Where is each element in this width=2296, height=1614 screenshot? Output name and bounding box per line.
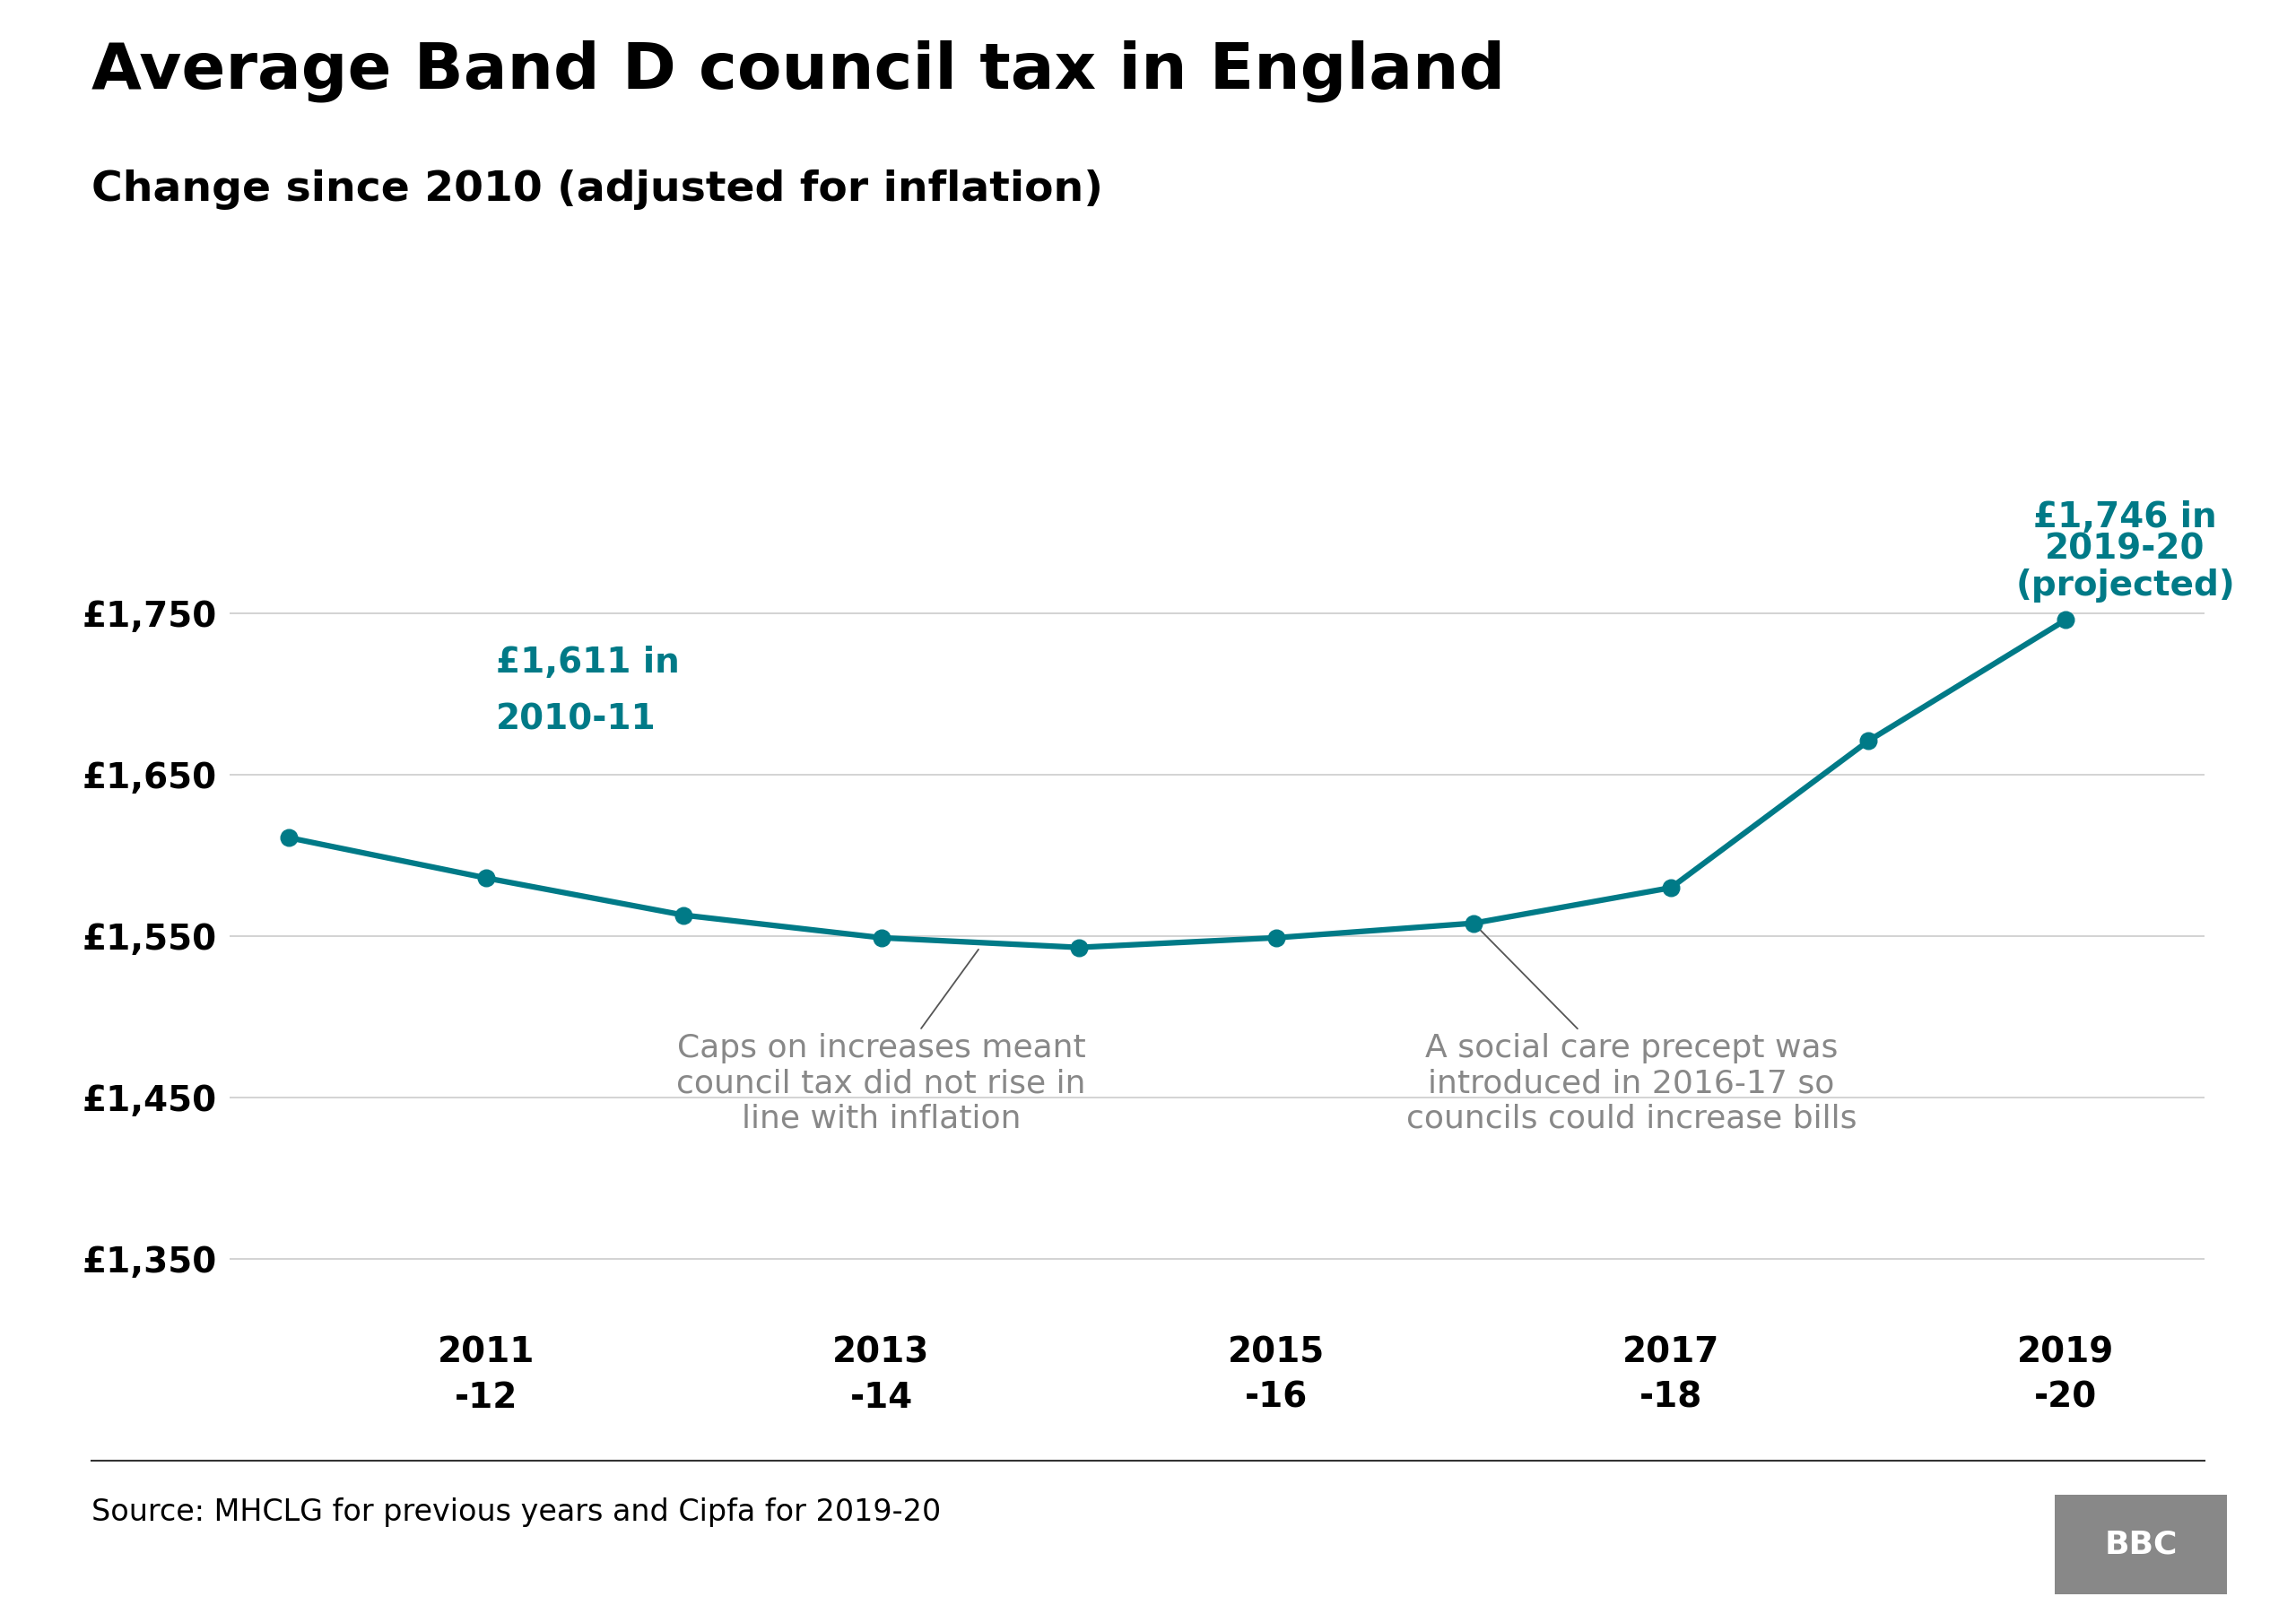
Text: Change since 2010 (adjusted for inflation): Change since 2010 (adjusted for inflatio… [92,169,1104,210]
Point [863,925,900,951]
Text: A social care precept was
introduced in 2016-17 so
councils could increase bills: A social care precept was introduced in … [1405,925,1857,1135]
Text: Average Band D council tax in England: Average Band D council tax in England [92,40,1506,103]
Text: £1,746 in: £1,746 in [2034,500,2218,534]
Text: Source: MHCLG for previous years and Cipfa for 2019-20: Source: MHCLG for previous years and Cip… [92,1498,941,1527]
Text: 2019-20: 2019-20 [2046,533,2204,567]
Point [1653,875,1690,901]
Text: Caps on increases meant
council tax did not rise in
line with inflation: Caps on increases meant council tax did … [677,949,1086,1135]
Text: £1,611 in: £1,611 in [496,646,680,679]
Point [271,825,308,851]
Point [666,902,703,928]
Point [1258,925,1295,951]
Point [1061,935,1097,960]
Point [1456,910,1492,936]
Text: (projected): (projected) [2016,568,2234,602]
Text: 2010-11: 2010-11 [496,702,657,736]
Text: BBC: BBC [2105,1530,2177,1559]
Point [2048,607,2085,633]
Point [468,865,505,891]
Point [1851,728,1887,754]
